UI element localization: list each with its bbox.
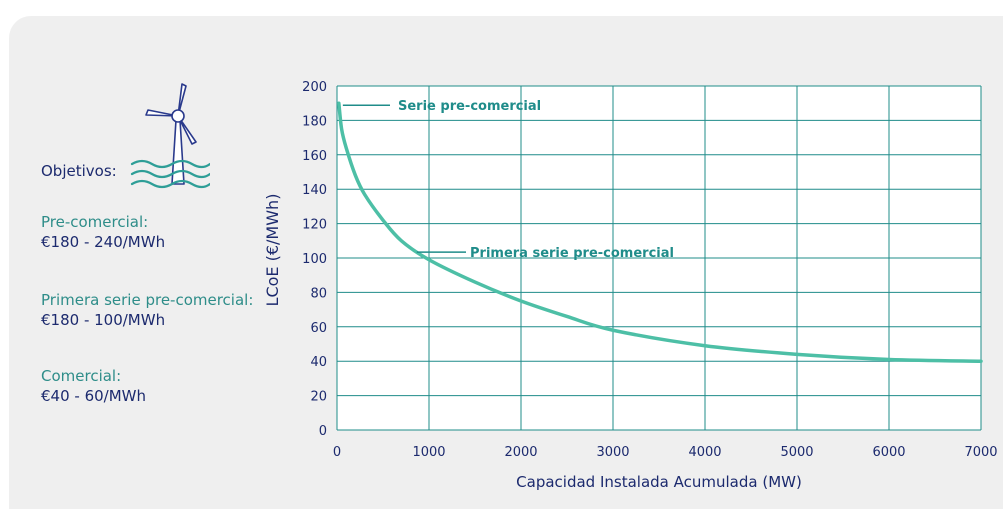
objectives-sidebar: Objetivos: Pre-comercial: €180 - 240/MWh… [0, 0, 290, 509]
y-axis-title: LCoE (€/MWh) [263, 194, 282, 307]
y-tick-label: 80 [310, 286, 327, 301]
wind-turbine-icon [130, 83, 210, 189]
x-axis-title: Capacidad Instalada Acumulada (MW) [516, 473, 802, 491]
y-tick-label: 40 [310, 355, 327, 370]
x-tick-label: 7000 [964, 445, 997, 460]
x-tick-label: 5000 [780, 445, 813, 460]
y-tick-label: 140 [302, 183, 327, 198]
target-pre-commercial: Pre-comercial: €180 - 240/MWh [41, 212, 165, 252]
x-tick-label: 2000 [504, 445, 537, 460]
target-range: €180 - 100/MWh [41, 311, 166, 329]
y-tick-label: 120 [302, 218, 327, 233]
y-tick-label: 100 [302, 252, 327, 267]
target-name: Pre-comercial: [41, 213, 149, 231]
x-tick-label: 3000 [596, 445, 629, 460]
annotation-label: Primera serie pre-comercial [470, 246, 674, 261]
y-tick-label: 0 [319, 424, 327, 439]
x-tick-label: 6000 [872, 445, 905, 460]
lcoe-curve [337, 101, 983, 363]
x-tick-label: 4000 [688, 445, 721, 460]
x-tick-label: 1000 [412, 445, 445, 460]
target-name: Primera serie pre-comercial: [41, 291, 254, 309]
target-range: €40 - 60/MWh [41, 387, 146, 405]
annotation-label: Serie pre-comercial [398, 99, 541, 114]
y-tick-label: 180 [302, 114, 327, 129]
y-tick-label: 160 [302, 149, 327, 164]
x-tick-label: 0 [333, 445, 341, 460]
target-range: €180 - 240/MWh [41, 233, 166, 251]
y-tick-label: 60 [310, 321, 327, 336]
y-tick-label: 20 [310, 390, 327, 405]
target-first-series: Primera serie pre-comercial: €180 - 100/… [41, 290, 253, 330]
target-commercial: Comercial: €40 - 60/MWh [41, 366, 146, 406]
objectives-label: Objetivos: [41, 162, 117, 180]
y-tick-label: 200 [302, 80, 327, 95]
target-name: Comercial: [41, 367, 122, 385]
